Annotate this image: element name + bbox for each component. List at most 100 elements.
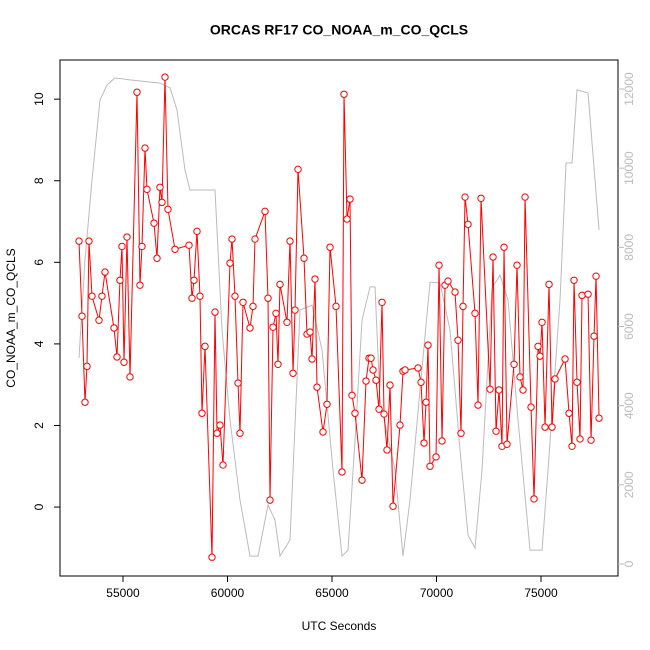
x-tick-label: 75000 [524, 586, 558, 600]
point [234, 379, 242, 387]
point [143, 185, 151, 194]
y2-tick-label: 6000 [622, 313, 636, 340]
point [286, 237, 294, 245]
point [228, 235, 236, 243]
point [489, 253, 497, 261]
point [306, 328, 314, 336]
point [401, 366, 409, 374]
point [338, 468, 346, 476]
point [213, 429, 221, 437]
point [438, 437, 446, 445]
y-tick-label: 10 [32, 92, 46, 106]
point [201, 342, 209, 351]
point [541, 423, 549, 431]
y2-tick-label: 0 [622, 560, 636, 567]
y-axis-label: CO_NOAA_m_CO_QCLS [4, 248, 18, 387]
point [432, 453, 440, 461]
point [219, 461, 227, 469]
y-tick-label: 2 [32, 422, 46, 429]
point [375, 405, 383, 413]
y-tick-label: 6 [32, 259, 46, 266]
point [503, 440, 511, 448]
point [534, 342, 542, 351]
point [83, 362, 91, 371]
point [196, 292, 204, 300]
point [269, 323, 277, 331]
point [471, 309, 479, 318]
point [188, 294, 196, 302]
point [570, 276, 578, 284]
point [118, 242, 126, 251]
point [383, 446, 391, 454]
point [276, 280, 284, 289]
point [587, 436, 595, 444]
point [380, 410, 388, 418]
point [516, 373, 524, 381]
plot-frame [59, 59, 619, 577]
point [289, 369, 297, 377]
point [369, 366, 377, 374]
point [551, 375, 559, 383]
point [81, 398, 89, 406]
point [101, 268, 109, 276]
point [372, 376, 380, 384]
x-tick-label: 55000 [106, 586, 140, 600]
point [153, 254, 161, 262]
point [283, 318, 291, 326]
point [351, 409, 359, 417]
point [231, 292, 239, 300]
point [110, 324, 118, 332]
point [510, 360, 518, 368]
point [592, 272, 600, 280]
point [424, 341, 432, 349]
point [246, 324, 254, 332]
point [519, 386, 527, 394]
point [116, 276, 124, 284]
point [561, 355, 569, 363]
point [461, 193, 469, 201]
point [396, 421, 404, 429]
point [319, 428, 327, 436]
point [417, 378, 425, 386]
point [495, 386, 503, 394]
point [236, 429, 244, 437]
point [545, 280, 553, 289]
point [500, 243, 508, 251]
point [464, 220, 472, 229]
point [474, 401, 482, 409]
point [378, 298, 386, 306]
point [164, 205, 172, 213]
point [573, 378, 581, 386]
point [261, 207, 269, 216]
point [249, 302, 257, 311]
point [457, 429, 465, 437]
y2-tick-label: 8000 [622, 234, 636, 261]
series-line [78, 77, 600, 558]
point [313, 383, 321, 391]
point [486, 385, 494, 393]
point [185, 241, 193, 249]
point [323, 400, 331, 408]
point [300, 254, 308, 262]
point [530, 495, 538, 503]
point [308, 355, 316, 363]
x-tick-label: 60000 [211, 586, 245, 600]
point [459, 302, 467, 311]
point [126, 373, 134, 381]
point [389, 502, 397, 510]
point [576, 435, 584, 443]
point [150, 219, 158, 227]
point [584, 290, 592, 298]
point [113, 353, 121, 361]
point [190, 276, 198, 284]
point [513, 261, 521, 269]
point [75, 237, 83, 245]
y-tick-label: 4 [32, 340, 46, 347]
point [358, 476, 366, 484]
point [123, 233, 131, 241]
y-tick-label: 0 [32, 503, 46, 510]
series-line [78, 77, 600, 558]
point [590, 332, 598, 340]
point [156, 183, 164, 191]
point [216, 421, 224, 429]
